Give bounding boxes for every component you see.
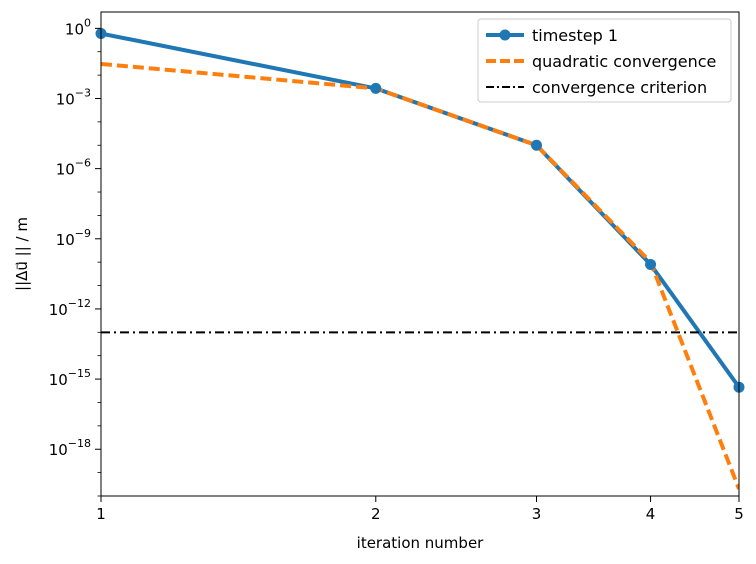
x-axis-label: iteration number: [357, 534, 485, 552]
data-point: [370, 82, 382, 94]
data-point: [645, 258, 657, 270]
y-tick-label: 10−18: [49, 437, 91, 459]
x-tick-label: 1: [96, 505, 106, 523]
legend-label: quadratic convergence: [532, 52, 716, 71]
y-axis-label: ||Δu⃗ || / m: [13, 217, 31, 291]
legend: timestep 1 quadratic convergence convergen…: [477, 18, 732, 103]
data-point: [531, 139, 543, 151]
y-tick-label: 10−12: [49, 297, 91, 319]
y-tick-label: 100: [65, 16, 91, 38]
y-tick-label: 10−15: [49, 367, 91, 389]
axis-ticks: 1 2 3 4 5 100 10−3 10−6 10−9 10−12 10−15 10−18: [49, 16, 744, 523]
x-tick-label: 2: [371, 505, 381, 523]
legend-box: [477, 18, 732, 103]
x-tick-label: 3: [532, 505, 542, 523]
x-tick-label: 5: [734, 505, 744, 523]
legend-label: timestep 1: [532, 26, 618, 45]
legend-label: convergence criterion: [532, 78, 707, 97]
y-tick-label: 10−3: [56, 86, 91, 108]
x-tick-label: 4: [646, 505, 656, 523]
plot-frame: [100, 11, 740, 497]
y-tick-label: 10−6: [56, 157, 91, 179]
series-line-quadratic-convergence: [101, 61, 739, 490]
legend-marker: [499, 29, 511, 41]
y-tick-label: 10−9: [56, 227, 91, 249]
